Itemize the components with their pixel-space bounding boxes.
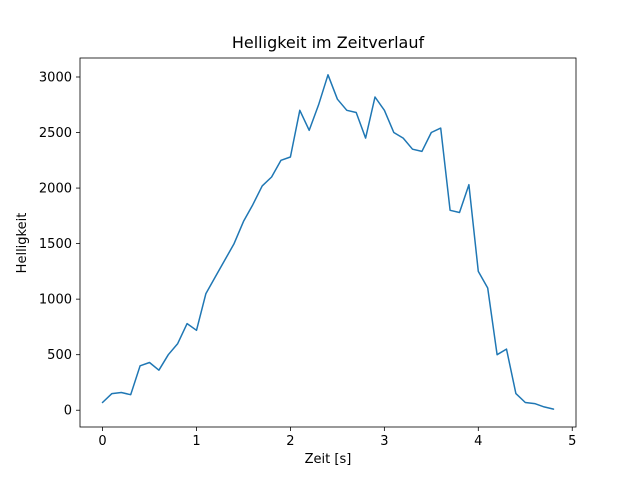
y-tick-label: 500 <box>47 348 72 363</box>
data-line-helligkeit <box>101 74 555 410</box>
plot-border <box>79 57 577 428</box>
axis-ticks: 0 1 2 3 4 5 0 500 1000 1500 2000 2500 3000 <box>39 70 576 449</box>
x-tick-label: 3 <box>380 434 388 449</box>
chart-title: Helligkeit im Zeitverlauf <box>232 33 425 52</box>
y-tick-label: 3000 <box>39 70 72 85</box>
x-axis-label: Zeit [s] <box>305 452 352 467</box>
x-tick-label: 4 <box>474 434 482 449</box>
y-tick-label: 1500 <box>39 237 72 252</box>
x-tick-label: 1 <box>192 434 200 449</box>
y-tick-label: 1000 <box>39 293 72 308</box>
y-tick-label: 0 <box>64 404 72 419</box>
y-tick-label: 2500 <box>39 126 72 141</box>
y-tick-label: 2000 <box>39 182 72 197</box>
x-tick-label: 2 <box>286 434 294 449</box>
y-axis-label: Helligkeit <box>15 213 30 274</box>
x-tick-label: 5 <box>568 434 576 449</box>
x-tick-label: 0 <box>98 434 106 449</box>
